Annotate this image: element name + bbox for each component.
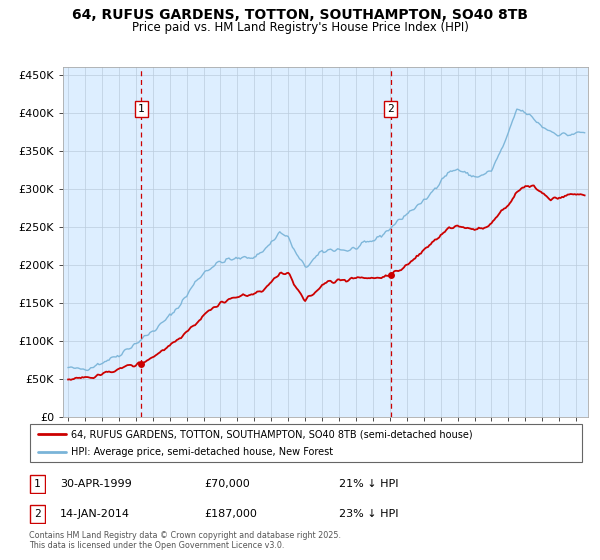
FancyBboxPatch shape — [30, 424, 582, 462]
Text: 2: 2 — [34, 509, 41, 519]
Text: 21% ↓ HPI: 21% ↓ HPI — [339, 479, 398, 489]
Text: £187,000: £187,000 — [204, 509, 257, 519]
Text: £70,000: £70,000 — [204, 479, 250, 489]
Text: 23% ↓ HPI: 23% ↓ HPI — [339, 509, 398, 519]
Text: 30-APR-1999: 30-APR-1999 — [60, 479, 132, 489]
Text: HPI: Average price, semi-detached house, New Forest: HPI: Average price, semi-detached house,… — [71, 447, 334, 457]
Text: Contains HM Land Registry data © Crown copyright and database right 2025.
This d: Contains HM Land Registry data © Crown c… — [29, 530, 341, 550]
Text: 2: 2 — [387, 104, 394, 114]
Text: 1: 1 — [34, 479, 41, 489]
Text: 14-JAN-2014: 14-JAN-2014 — [60, 509, 130, 519]
Text: Price paid vs. HM Land Registry's House Price Index (HPI): Price paid vs. HM Land Registry's House … — [131, 21, 469, 34]
Text: 1: 1 — [138, 104, 145, 114]
Text: 64, RUFUS GARDENS, TOTTON, SOUTHAMPTON, SO40 8TB: 64, RUFUS GARDENS, TOTTON, SOUTHAMPTON, … — [72, 8, 528, 22]
Text: 64, RUFUS GARDENS, TOTTON, SOUTHAMPTON, SO40 8TB (semi-detached house): 64, RUFUS GARDENS, TOTTON, SOUTHAMPTON, … — [71, 429, 473, 439]
